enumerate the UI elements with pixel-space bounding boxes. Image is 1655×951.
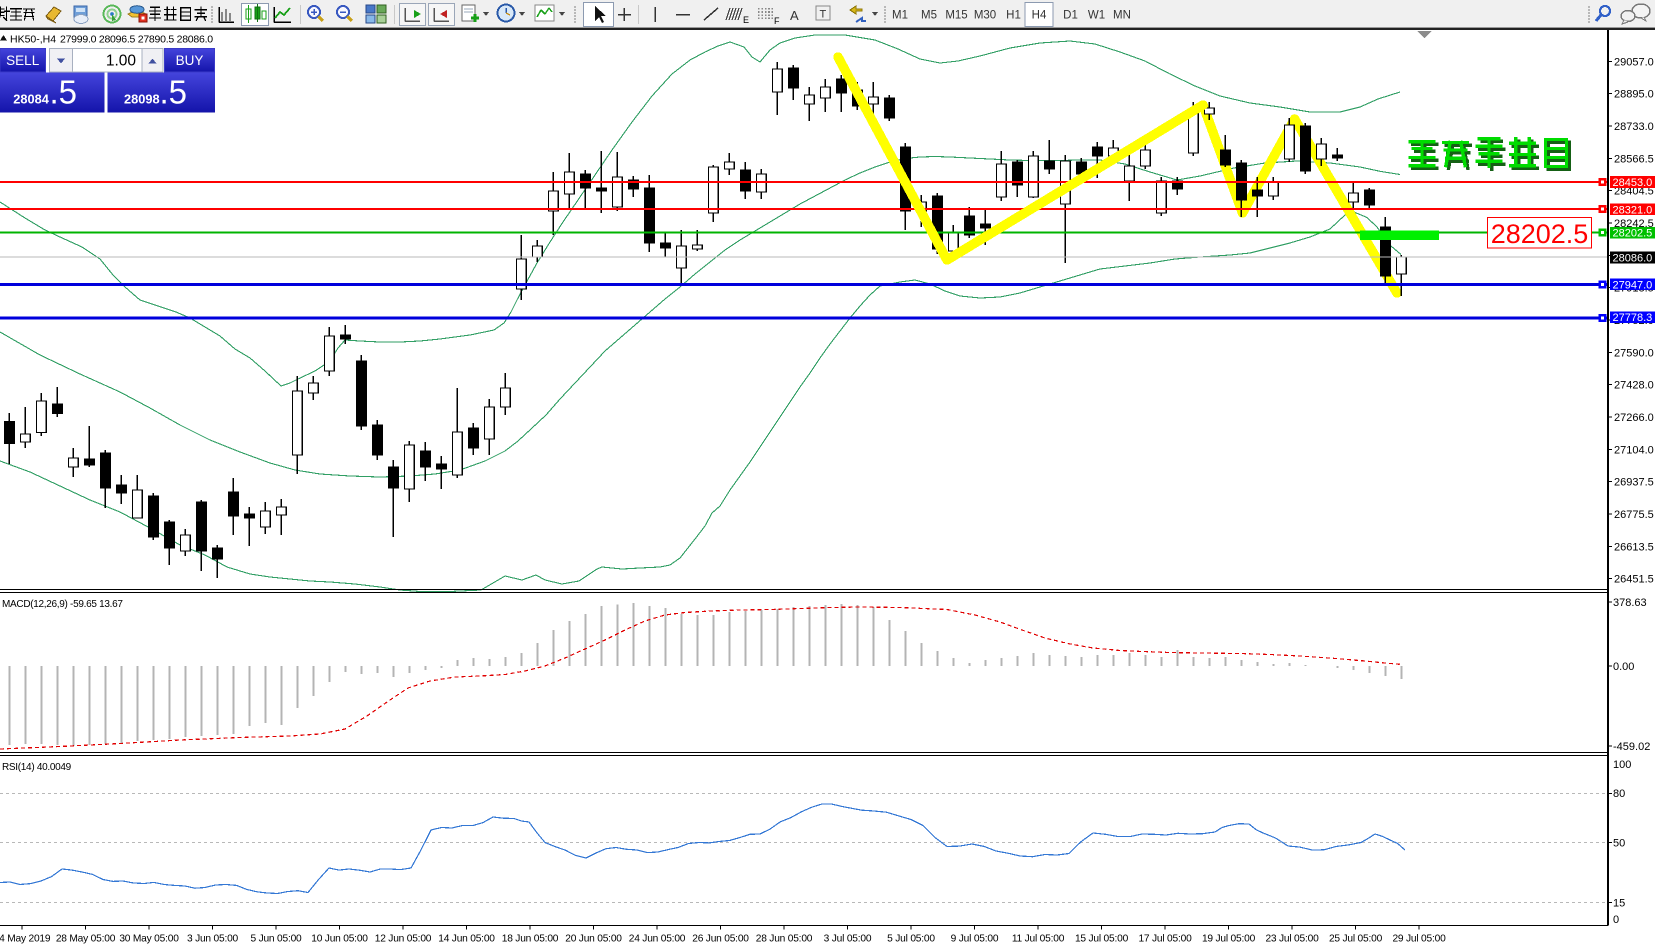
svg-text:5 Jul 05:00: 5 Jul 05:00 (887, 934, 935, 945)
svg-text:27999.0 28096.5 27890.5 28086.: 27999.0 28096.5 27890.5 28086.0 (60, 34, 213, 46)
svg-text:F: F (774, 16, 780, 26)
svg-text:30 May 05:00: 30 May 05:00 (119, 934, 179, 945)
svg-text:26775.5: 26775.5 (1614, 509, 1654, 521)
svg-text:29057.0: 29057.0 (1614, 56, 1654, 68)
svg-text:11 Jul 05:00: 11 Jul 05:00 (1012, 934, 1065, 945)
svg-text:M1: M1 (892, 10, 908, 22)
svg-text:28895.0: 28895.0 (1614, 89, 1654, 101)
svg-text:H1: H1 (1006, 10, 1021, 22)
svg-text:-459.02: -459.02 (1613, 741, 1650, 753)
svg-text:9 Jul 05:00: 9 Jul 05:00 (951, 934, 999, 945)
svg-text:26937.5: 26937.5 (1614, 477, 1654, 489)
svg-text:27428.0: 27428.0 (1614, 380, 1654, 392)
svg-text:.5: .5 (50, 74, 78, 111)
svg-text:100: 100 (1613, 759, 1631, 771)
svg-text:27104.0: 27104.0 (1614, 444, 1654, 456)
svg-text:T: T (820, 9, 827, 21)
svg-text:.5: .5 (160, 74, 188, 111)
svg-text:17 Jul 05:00: 17 Jul 05:00 (1138, 934, 1192, 945)
svg-text:A: A (790, 8, 799, 23)
svg-text:15: 15 (1613, 898, 1625, 910)
svg-text:HK50-,H4: HK50-,H4 (10, 34, 56, 46)
svg-text:28321.0: 28321.0 (1613, 204, 1653, 216)
svg-text:378.63: 378.63 (1613, 597, 1647, 609)
svg-text:MN: MN (1113, 10, 1131, 22)
svg-text:H4: H4 (1032, 10, 1047, 22)
svg-text:BUY: BUY (176, 53, 204, 68)
svg-text:12 Jun 05:00: 12 Jun 05:00 (375, 934, 432, 945)
svg-text:28404.5: 28404.5 (1614, 186, 1654, 198)
svg-text:3 Jun 05:00: 3 Jun 05:00 (187, 934, 239, 945)
svg-text:27778.3: 27778.3 (1613, 312, 1653, 324)
svg-text:28453.0: 28453.0 (1613, 177, 1653, 189)
svg-text:25 Jul 05:00: 25 Jul 05:00 (1329, 934, 1383, 945)
svg-text:15 Jul 05:00: 15 Jul 05:00 (1075, 934, 1129, 945)
svg-text:24 May 2019: 24 May 2019 (0, 934, 51, 945)
svg-text:28098: 28098 (124, 92, 160, 107)
svg-text:26613.5: 26613.5 (1614, 541, 1654, 553)
svg-text:28084: 28084 (13, 92, 49, 107)
svg-text:26 Jun 05:00: 26 Jun 05:00 (692, 934, 749, 945)
svg-text:28086.0: 28086.0 (1613, 253, 1653, 265)
svg-text:M15: M15 (945, 10, 967, 22)
svg-text:E: E (743, 15, 749, 25)
svg-text:27590.0: 27590.0 (1614, 347, 1654, 359)
svg-text:M30: M30 (974, 10, 996, 22)
svg-text:28202.5: 28202.5 (1613, 228, 1653, 240)
svg-text:28733.0: 28733.0 (1614, 121, 1654, 133)
svg-text:20 Jun 05:00: 20 Jun 05:00 (565, 934, 622, 945)
svg-text:27266.0: 27266.0 (1614, 412, 1654, 424)
svg-text:27947.0: 27947.0 (1613, 279, 1653, 291)
svg-text:50: 50 (1613, 838, 1625, 850)
svg-text:M5: M5 (921, 10, 937, 22)
svg-text:26451.5: 26451.5 (1614, 574, 1654, 586)
svg-text:D1: D1 (1063, 10, 1078, 22)
svg-text:W1: W1 (1088, 10, 1105, 22)
svg-text:28 Jun 05:00: 28 Jun 05:00 (756, 934, 813, 945)
svg-text:19 Jul 05:00: 19 Jul 05:00 (1202, 934, 1256, 945)
svg-text:23 Jul 05:00: 23 Jul 05:00 (1265, 934, 1319, 945)
svg-text:24 Jun 05:00: 24 Jun 05:00 (629, 934, 686, 945)
svg-text:0.00: 0.00 (1613, 661, 1634, 673)
svg-text:14 Jun 05:00: 14 Jun 05:00 (438, 934, 495, 945)
svg-text:1.00: 1.00 (106, 53, 137, 70)
svg-text:18 Jun 05:00: 18 Jun 05:00 (502, 934, 559, 945)
svg-text:0: 0 (1613, 914, 1619, 926)
svg-text:29 Jul 05:00: 29 Jul 05:00 (1392, 934, 1446, 945)
svg-text:28566.5: 28566.5 (1614, 153, 1654, 165)
svg-text:10 Jun 05:00: 10 Jun 05:00 (311, 934, 368, 945)
svg-text:RSI(14) 40.0049: RSI(14) 40.0049 (2, 762, 72, 773)
svg-text:3 Jul 05:00: 3 Jul 05:00 (824, 934, 872, 945)
svg-text:SELL: SELL (6, 53, 40, 68)
svg-text:5 Jun 05:00: 5 Jun 05:00 (250, 934, 302, 945)
svg-text:MACD(12,26,9) -59.65 13.67: MACD(12,26,9) -59.65 13.67 (2, 599, 123, 610)
svg-text:28202.5: 28202.5 (1491, 219, 1589, 249)
svg-text:80: 80 (1613, 788, 1625, 800)
svg-text:28 May 05:00: 28 May 05:00 (56, 934, 116, 945)
